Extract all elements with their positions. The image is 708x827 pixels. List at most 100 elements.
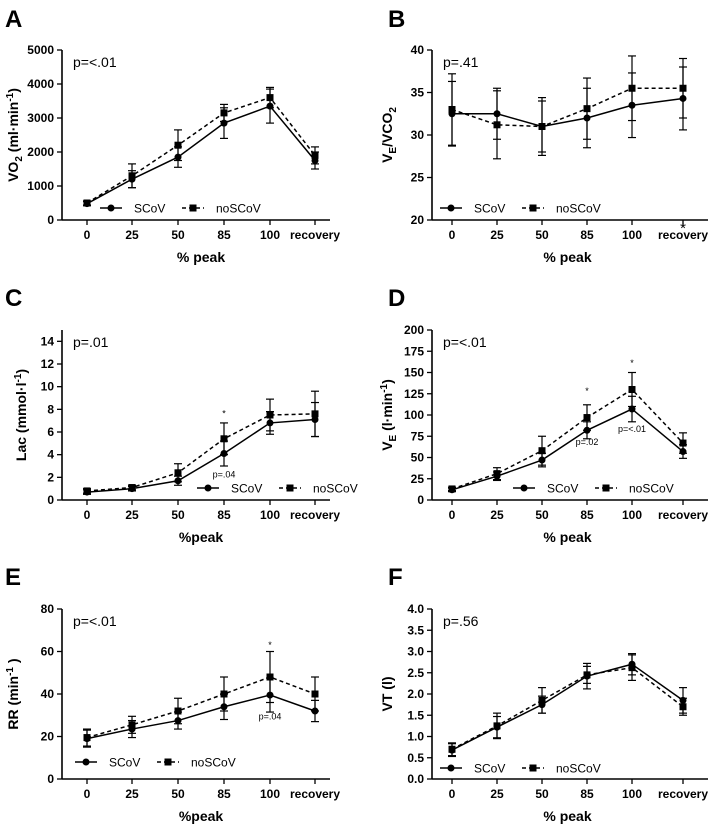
series-line [451,666,684,750]
annotation: p=.04 [259,712,282,722]
panel-label: A [5,6,22,33]
y-axis-title-part: E [388,434,399,441]
y-tick-label: 35 [411,86,425,100]
series-line [451,408,684,491]
x-tick-label: 50 [535,508,549,522]
y-axis-title-part: VT (l) [379,677,395,712]
x-tick-label: 85 [580,787,594,801]
y-tick-label: 30 [411,128,425,142]
legend-label-scov: SCoV [109,756,140,770]
panel-f: F 0.0 0.5 1.0 1.5 2.0 2.5 3.0 3.5 4.0 0 25 50 85 100 re… [379,564,708,824]
p-value: p=<.01 [73,613,117,629]
data-point-scov [628,405,636,413]
panel-a: A 0 1000 2000 3000 4000 5000 0 25 50 85 100 recovery… [5,6,340,265]
x-tick-label: 100 [260,228,280,242]
legend: SCoV noSCoV [197,482,358,496]
series-line [86,694,316,740]
x-axis-title: %peak [179,529,224,545]
legend-label-scov: SCoV [231,482,262,496]
y-axis-title-part: ) [5,88,21,93]
y-axis-title: VE/VCO2 [379,107,399,163]
x-tick-label: 100 [622,508,642,522]
x-axis-title: %peak [179,808,224,824]
data-point-noscov [679,439,687,447]
x-tick-label: recovery [658,228,708,242]
x-tick-label: 50 [171,787,185,801]
y-axis-title-part: (ml·min [5,102,21,156]
legend: SCoV noSCoV [75,756,236,770]
y-tick-label: 75 [411,429,425,443]
data-point-noscov [493,121,501,129]
x-tick-label: 0 [449,787,456,801]
annotation: p=.02 [576,437,599,447]
y-tick-label: 175 [404,344,424,358]
x-tick-label: recovery [290,228,340,242]
y-axis-title-part: -1 [5,667,16,676]
data-point-noscov [83,199,91,207]
legend-marker-noscov [286,484,294,492]
x-tick-label: 25 [490,787,504,801]
y-tick-label: 100 [404,408,424,422]
x-tick-label: 25 [125,787,139,801]
panel-label: F [388,564,403,591]
x-tick-label: recovery [658,508,708,522]
x-tick-label: 0 [84,228,91,242]
y-axis-title-part: ) [379,379,395,384]
x-tick-label: 50 [171,228,185,242]
series-line [86,105,316,205]
y-tick-label: 80 [41,602,55,616]
data-point-noscov [128,484,136,492]
panel-label: D [388,285,405,312]
y-tick-label: 4.0 [407,602,424,616]
legend-marker-noscov [529,204,537,212]
legend-marker-scov [447,764,455,772]
series-scov [448,395,687,494]
y-tick-label: 25 [411,472,425,486]
panel-label: E [5,564,21,591]
y-tick-label: 14 [41,334,55,348]
legend-marker-noscov [189,204,197,212]
x-tick-label: 100 [260,787,280,801]
y-tick-label: 150 [404,366,424,380]
data-point-noscov [583,105,591,113]
series-line [86,413,316,492]
p-value: p=.01 [73,334,109,350]
x-tick-label: 0 [84,787,91,801]
y-axis-title: VO2 (ml·min-1) [5,88,25,182]
y-axis-title-part: V [379,441,395,451]
y-axis-title-part: (l·min [379,393,395,435]
legend-marker-scov [520,484,528,492]
data-point-noscov [266,411,274,419]
x-tick-label: 85 [580,508,594,522]
x-tick-label: 0 [449,228,456,242]
y-tick-label: 2.0 [407,687,424,701]
y-tick-label: 3.0 [407,645,424,659]
y-axis-title-part: /VCO [379,113,395,147]
y-axis-title-part: RR (min [5,676,21,730]
annotation: p=<.01 [618,424,646,434]
annotation: * [222,409,226,419]
y-tick-label: 1.0 [407,730,424,744]
x-tick-label: 85 [217,228,231,242]
annotation: * [680,220,686,237]
y-axis-title-part: -1 [13,373,24,382]
data-point-noscov [448,485,456,493]
y-tick-label: 20 [411,213,425,227]
data-point-noscov [83,734,91,742]
series-noscov [83,650,319,747]
annotation: * [268,640,272,650]
series-line [451,663,684,751]
data-point-noscov [174,141,182,149]
y-tick-label: 12 [41,357,55,371]
y-axis-title: VE (l·min-1) [379,379,399,451]
data-point-noscov [628,664,636,672]
data-point-noscov [583,671,591,679]
y-tick-label: 10 [41,380,55,394]
y-tick-label: 6 [47,425,54,439]
x-tick-label: 0 [84,508,91,522]
p-value: p=<.01 [443,334,487,350]
legend-marker-scov [204,484,212,492]
panel-e: E 0 20 40 60 80 0 25 50 85 100 recovery %peak RR (min… [5,564,340,824]
series-scov [83,88,319,208]
